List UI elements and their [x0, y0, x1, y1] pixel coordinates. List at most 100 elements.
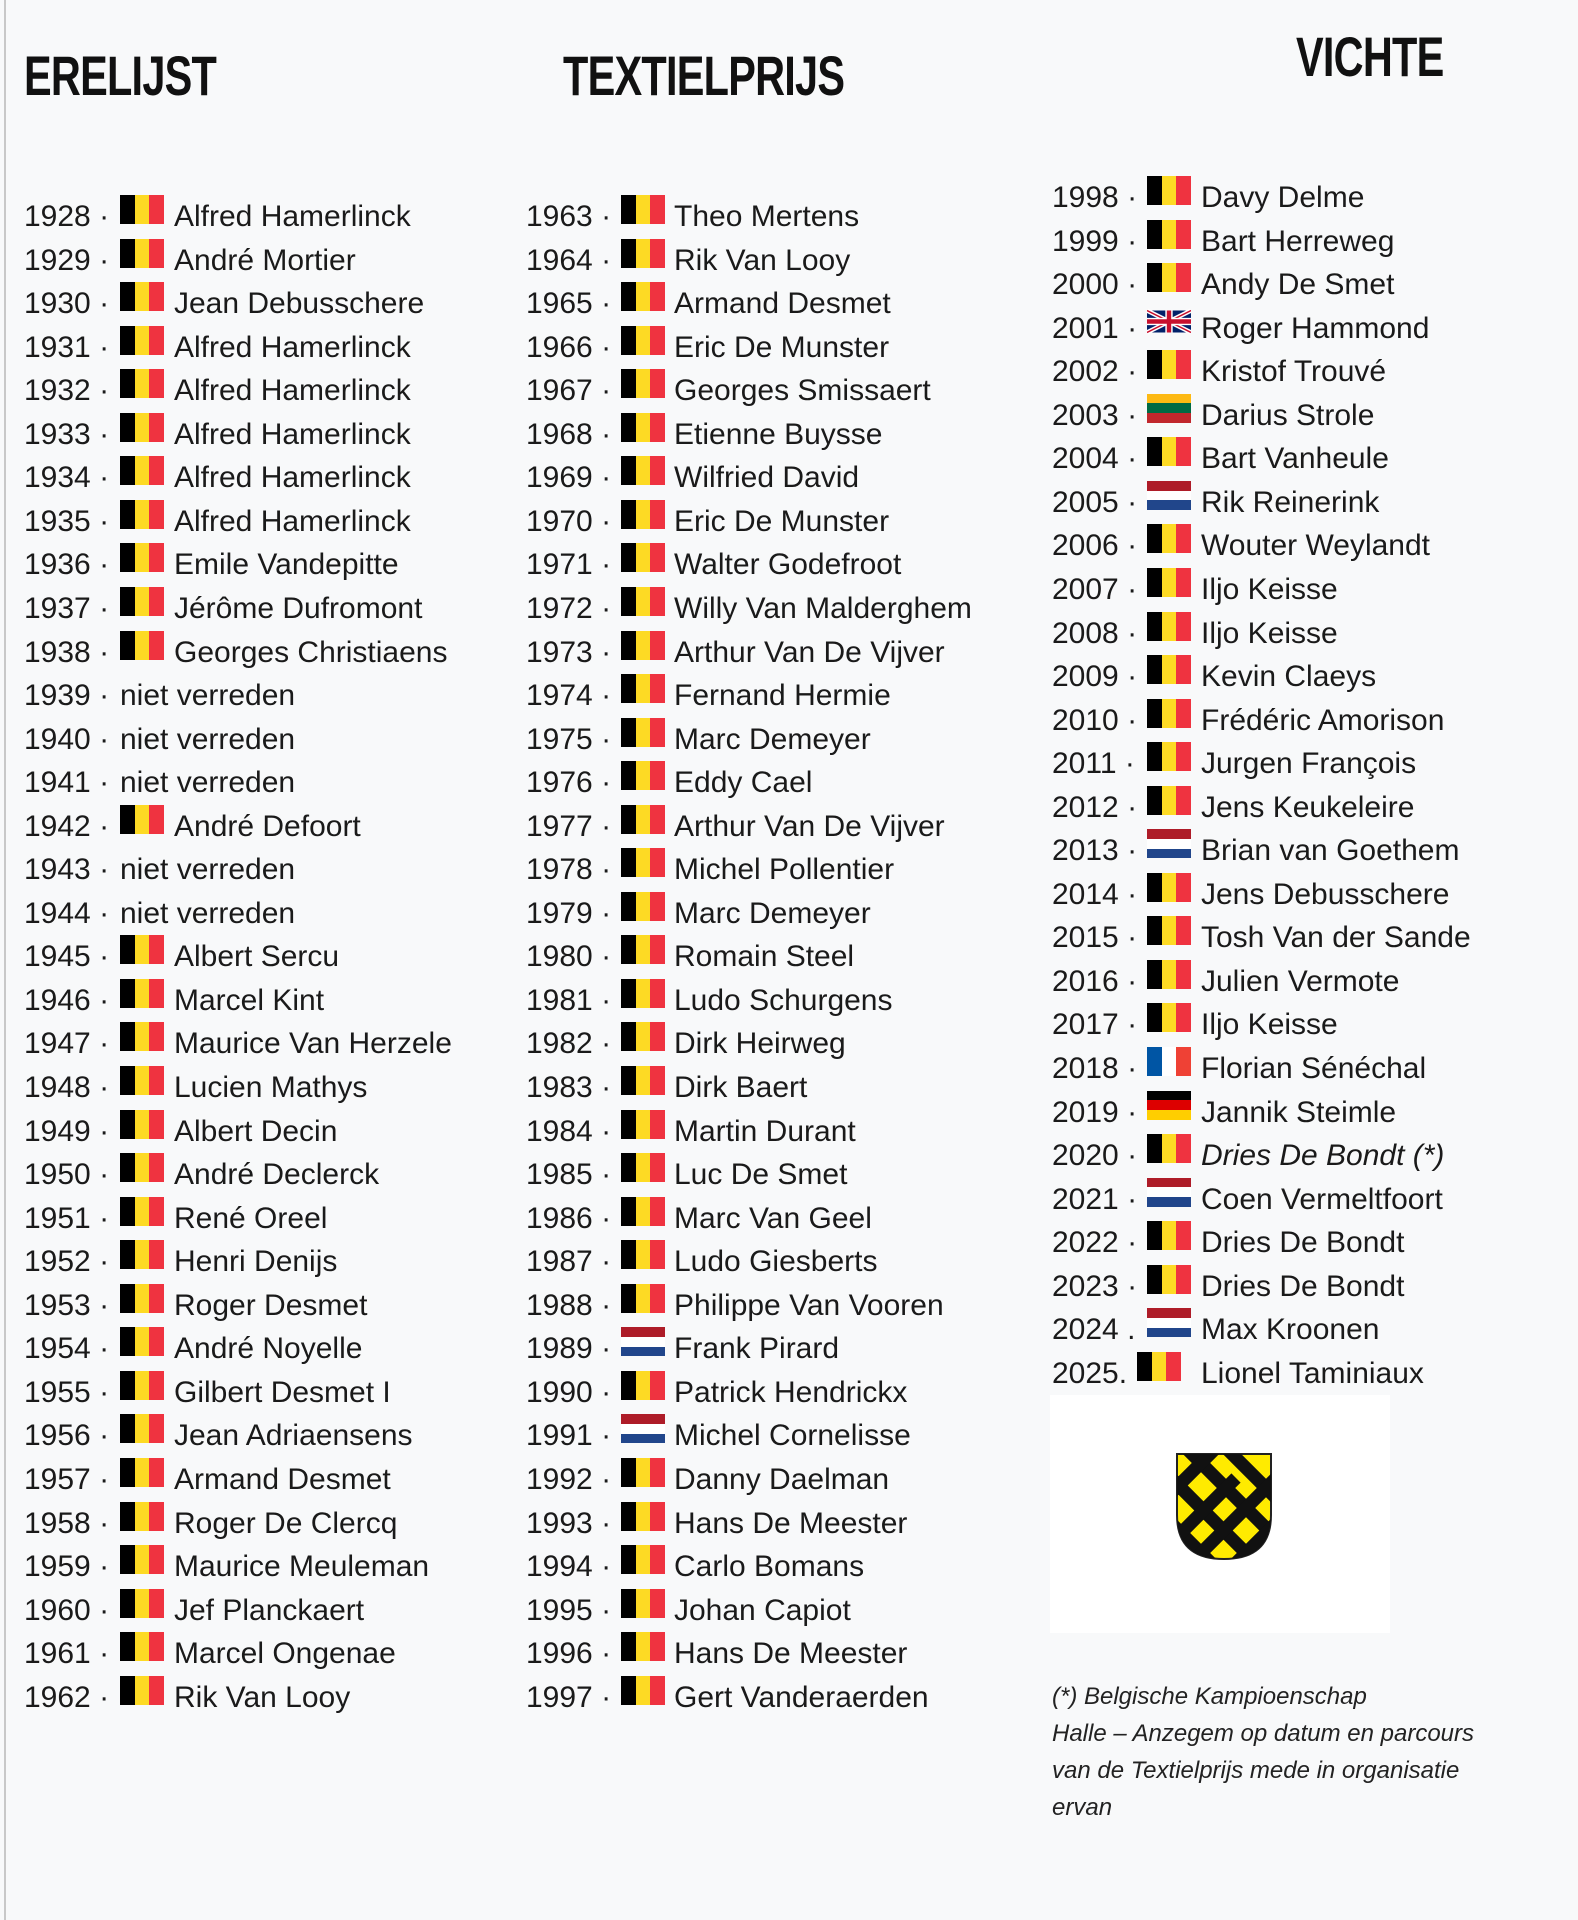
- belgium-flag-icon: [1147, 350, 1191, 380]
- winner-year: 1996 ·: [526, 1637, 612, 1671]
- belgium-flag-icon: [621, 1283, 665, 1313]
- belgium-flag-icon: [1147, 524, 1191, 554]
- belgium-flag-icon: [1147, 611, 1191, 641]
- winner-year: 1940 ·: [24, 722, 110, 756]
- winner-name: Marc Van Geel: [674, 1201, 872, 1235]
- netherlands-flag-icon: [1147, 829, 1191, 859]
- winner-name: Patrick Hendrickx: [674, 1375, 908, 1409]
- winner-name: Darius Strole: [1201, 398, 1375, 432]
- belgium-flag-icon: [1147, 176, 1191, 205]
- winner-name: Henri Denijs: [174, 1245, 338, 1279]
- winner-year: 2008 ·: [1052, 616, 1138, 650]
- belgium-flag-icon: [621, 412, 665, 442]
- winner-name: Andy De Smet: [1201, 268, 1395, 302]
- winner-year: 1988 ·: [526, 1288, 612, 1322]
- belgium-flag-icon: [621, 238, 665, 268]
- winner-name: Alfred Hamerlinck: [174, 417, 411, 451]
- winner-year: 1967 ·: [526, 374, 612, 408]
- winner-year: 2016 ·: [1052, 964, 1138, 998]
- footnote-line: Halle – Anzegem op datum en parcours: [1052, 1720, 1475, 1747]
- winner-name: niet verreden: [120, 853, 296, 887]
- winner-name: Frank Pirard: [674, 1332, 840, 1366]
- winner-name: Frédéric Amorison: [1201, 703, 1445, 737]
- winner-year: 1969 ·: [526, 461, 612, 495]
- logo-box: [1050, 1395, 1390, 1633]
- winner-name: Willy Van Malderghem: [674, 591, 972, 625]
- footnote-line: van de Textielprijs mede in organisatie: [1052, 1757, 1460, 1784]
- winner-name: Rik Van Looy: [674, 243, 851, 277]
- footnote-line: (*) Belgische Kampioenschap: [1052, 1683, 1367, 1710]
- winner-year: 1985 ·: [526, 1158, 612, 1192]
- winner-year: 2025.: [1052, 1356, 1128, 1390]
- belgium-flag-icon: [621, 1632, 665, 1662]
- belgium-flag-icon: [120, 1066, 164, 1095]
- winner-year: 1980 ·: [526, 940, 612, 974]
- belgium-flag-icon: [621, 891, 665, 921]
- winner-name: Danny Daelman: [674, 1462, 890, 1496]
- belgium-flag-icon: [120, 1109, 164, 1139]
- winner-year: 1970 ·: [526, 504, 612, 538]
- belgium-flag-icon: [621, 1240, 665, 1270]
- netherlands-flag-icon: [621, 1327, 665, 1357]
- belgium-flag-icon: [621, 761, 665, 791]
- winner-name: Walter Godefroot: [674, 548, 902, 582]
- belgium-flag-icon: [621, 1545, 665, 1575]
- winner-year: 1992 ·: [526, 1462, 612, 1496]
- winner-name: Ludo Giesberts: [674, 1245, 878, 1279]
- winner-year: 1973 ·: [526, 635, 612, 669]
- belgium-flag-icon: [1147, 1134, 1191, 1164]
- title-erelijst: ERELIJST: [24, 44, 217, 107]
- winner-name: niet verreden: [120, 766, 296, 800]
- winner-year: 1947 ·: [24, 1027, 110, 1061]
- winner-name: niet verreden: [120, 896, 296, 930]
- belgium-flag-icon: [1147, 785, 1191, 815]
- winner-year: 2002 ·: [1052, 355, 1138, 389]
- belgium-flag-icon: [621, 1501, 665, 1531]
- winner-name: Michel Pollentier: [674, 853, 895, 887]
- winner-name: Georges Smissaert: [674, 374, 931, 408]
- winner-name: Armand Desmet: [674, 287, 891, 321]
- belgium-flag-icon: [1147, 1221, 1191, 1251]
- winner-year: 1983 ·: [526, 1071, 612, 1104]
- title-textielprijs: TEXTIELPRIJS: [563, 44, 845, 107]
- belgium-flag-icon: [120, 1153, 164, 1183]
- belgium-flag-icon: [1147, 219, 1191, 249]
- belgium-flag-icon: [120, 978, 164, 1008]
- belgium-flag-icon: [120, 1501, 164, 1531]
- winner-name: André Defoort: [174, 809, 361, 843]
- footnote: (*) Belgische Kampioenschap Halle – Anze…: [1052, 1678, 1474, 1826]
- winner-name: Marc Demeyer: [674, 896, 871, 930]
- winner-name: Arthur Van De Vijver: [674, 635, 945, 669]
- winner-name: Ludo Schurgens: [674, 983, 893, 1017]
- belgium-flag-icon: [120, 1414, 164, 1444]
- winner-year: 2015 ·: [1052, 921, 1138, 955]
- winner-name: Romain Steel: [674, 940, 855, 974]
- winner-name: Luc De Smet: [674, 1158, 848, 1192]
- belgium-flag-icon: [1147, 1264, 1191, 1294]
- belgium-flag-icon: [1147, 437, 1191, 467]
- winner-year: 1929 ·: [24, 243, 110, 277]
- winner-name: Alfred Hamerlinck: [174, 461, 411, 495]
- winner-year: 2014 ·: [1052, 877, 1138, 911]
- belgium-flag-icon: [120, 325, 164, 355]
- winner-name: Rik Reinerink: [1201, 485, 1380, 519]
- winner-name: Jef Planckaert: [174, 1593, 365, 1627]
- winner-name: Dries De Bondt (*): [1201, 1139, 1445, 1173]
- winner-year: 2005 ·: [1052, 485, 1138, 519]
- winner-year: 2012 ·: [1052, 790, 1138, 824]
- france-flag-icon: [1147, 1047, 1191, 1076]
- winner-year: 1950 ·: [24, 1158, 110, 1192]
- footnote-line: ervan: [1052, 1794, 1113, 1821]
- winner-year: 2017 ·: [1052, 1008, 1138, 1042]
- winner-year: 2000 ·: [1052, 268, 1138, 302]
- winner-name: André Mortier: [174, 243, 356, 277]
- winner-name: Georges Christiaens: [174, 635, 448, 669]
- belgium-flag-icon: [120, 195, 164, 224]
- winner-year: 1960 ·: [24, 1593, 110, 1627]
- belgium-flag-icon: [621, 978, 665, 1008]
- winner-name: Albert Sercu: [174, 940, 340, 974]
- belgium-flag-icon: [621, 1196, 665, 1226]
- winner-year: 1931 ·: [24, 330, 110, 364]
- winner-name: Iljo Keisse: [1201, 1008, 1338, 1042]
- winner-year: 1998 ·: [1052, 181, 1138, 214]
